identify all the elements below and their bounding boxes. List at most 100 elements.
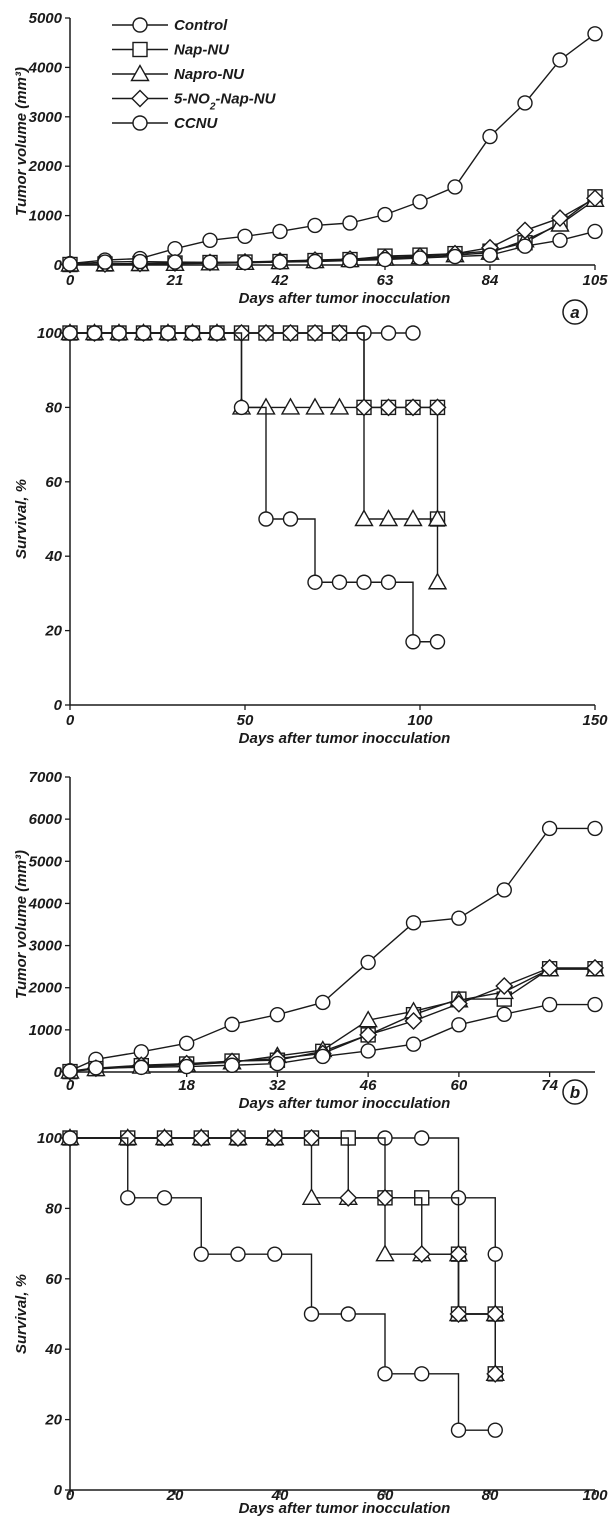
- data-point: [224, 1016, 240, 1033]
- data-point: [272, 223, 288, 240]
- data-point: [233, 399, 250, 416]
- data-point: [447, 179, 463, 195]
- data-point: [269, 1055, 286, 1072]
- x-tick-label: 105: [582, 272, 608, 289]
- x-tick-label: 150: [582, 712, 608, 729]
- legend-label: Nap-NU: [174, 42, 230, 59]
- data-point: [449, 1245, 468, 1264]
- y-axis-title: Survival, %: [13, 479, 30, 559]
- series-4: [62, 996, 603, 1079]
- y-tick-label: 80: [45, 399, 62, 416]
- series-line: [69, 230, 596, 265]
- data-point: [586, 189, 604, 208]
- data-point: [427, 572, 448, 590]
- series-line: [70, 1137, 496, 1374]
- data-point: [269, 1006, 286, 1023]
- data-point: [237, 254, 253, 271]
- data-point: [265, 1129, 284, 1147]
- y-tick-label: 0: [54, 257, 63, 274]
- data-point: [587, 820, 603, 837]
- data-point: [120, 1190, 136, 1206]
- y-tick-label: 1000: [29, 1022, 63, 1039]
- x-tick-label: 63: [377, 272, 394, 289]
- data-point: [301, 1187, 322, 1206]
- data-point: [160, 325, 176, 341]
- x-tick-label: 32: [269, 1077, 286, 1094]
- data-point: [329, 397, 350, 415]
- y-tick-label: 2000: [28, 158, 63, 175]
- data-point: [587, 223, 603, 240]
- x-tick-label: 42: [271, 272, 289, 289]
- data-point: [280, 397, 301, 415]
- x-tick-label: 0: [66, 272, 75, 289]
- data-point: [97, 254, 113, 270]
- x-tick-label: 40: [271, 1487, 289, 1504]
- data-point: [486, 1305, 505, 1323]
- data-point: [403, 509, 423, 527]
- data-point: [447, 248, 463, 265]
- x-tick-label: 100: [582, 1487, 608, 1504]
- data-point: [377, 1366, 393, 1382]
- data-point: [132, 253, 148, 270]
- y-tick-label: 20: [44, 623, 62, 640]
- data-point: [451, 1017, 467, 1033]
- data-point: [429, 634, 446, 650]
- data-point: [135, 325, 152, 341]
- data-point: [482, 247, 498, 263]
- x-tick-label: 50: [237, 712, 254, 729]
- series-line: [70, 332, 438, 643]
- y-tick-label: 5000: [29, 853, 63, 870]
- data-point: [307, 253, 323, 270]
- data-point: [451, 910, 467, 926]
- data-point: [355, 398, 373, 417]
- data-point: [62, 325, 78, 341]
- data-point: [449, 1305, 468, 1323]
- panel-label-circle: [562, 299, 588, 325]
- series-line: [69, 199, 596, 266]
- y-tick-label: 60: [45, 474, 62, 491]
- x-tick-label: 60: [377, 1487, 394, 1504]
- data-point: [209, 325, 225, 341]
- legend-marker: [131, 89, 149, 108]
- series-line: [70, 332, 439, 583]
- data-point: [380, 325, 397, 341]
- data-point: [405, 1036, 422, 1052]
- y-tick-label: 60: [45, 1271, 62, 1288]
- legend-label: CCNU: [174, 115, 218, 132]
- data-point: [303, 1306, 320, 1322]
- x-tick-label: 80: [482, 1487, 499, 1504]
- data-point: [178, 1058, 195, 1075]
- series-4: [62, 1130, 503, 1438]
- data-point: [517, 238, 533, 254]
- data-point: [552, 232, 568, 249]
- data-point: [331, 574, 348, 590]
- data-point: [342, 215, 358, 231]
- data-point: [315, 994, 331, 1011]
- data-point: [237, 228, 253, 245]
- data-point: [111, 325, 127, 341]
- data-point: [307, 574, 323, 590]
- data-point: [414, 1130, 430, 1146]
- series-line: [69, 33, 596, 265]
- x-tick-label: 0: [66, 1487, 75, 1504]
- data-point: [359, 1025, 378, 1044]
- data-point: [257, 324, 275, 342]
- data-point: [427, 509, 448, 527]
- legend-marker: [132, 115, 148, 131]
- data-point: [315, 1048, 331, 1065]
- series-line: [70, 1137, 496, 1314]
- x-tick-label: 60: [451, 1077, 468, 1094]
- y-tick-label: 0: [54, 697, 63, 714]
- data-point: [258, 511, 274, 527]
- x-tick-label: 100: [407, 712, 433, 729]
- series-line: [69, 968, 595, 1073]
- data-point: [230, 1246, 246, 1262]
- y-tick-label: 3000: [29, 109, 63, 126]
- data-point: [156, 1190, 173, 1206]
- data-point: [267, 1246, 283, 1262]
- data-point: [133, 1059, 149, 1076]
- legend-item: Nap-NU: [112, 42, 230, 59]
- panel-label-a: a: [562, 299, 588, 325]
- series-1: [62, 1130, 503, 1382]
